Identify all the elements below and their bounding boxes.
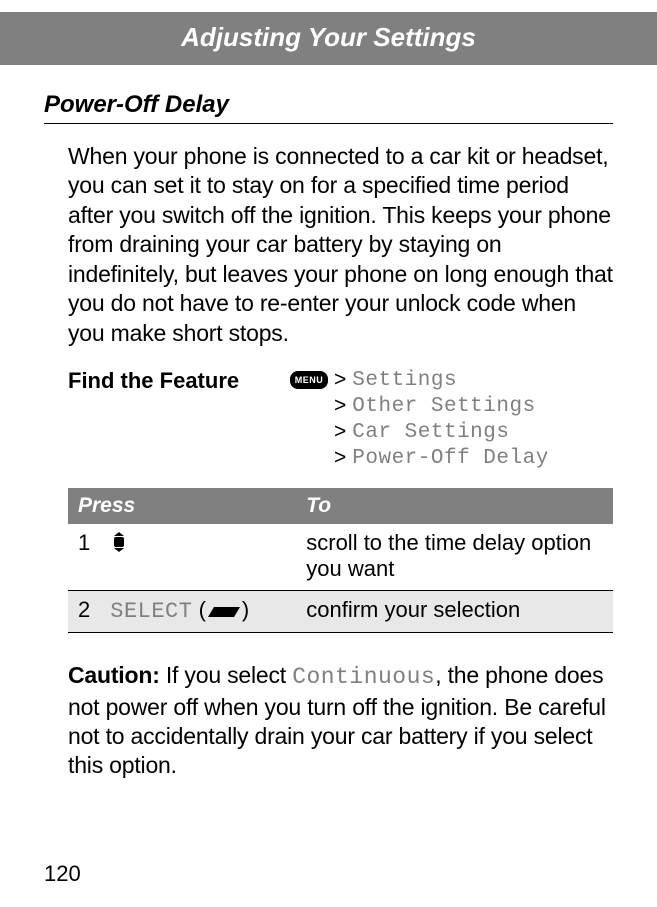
caution-label: Caution:: [68, 662, 160, 688]
to-cell: confirm your selection: [296, 591, 613, 633]
gt-icon: >: [334, 446, 346, 470]
intro-paragraph: When your phone is connected to a car ki…: [68, 142, 613, 348]
chapter-header: Adjusting Your Settings: [0, 12, 657, 65]
page-number: 120: [44, 861, 81, 887]
caution-code: Continuous: [292, 664, 435, 690]
steps-table: Press To 1 scroll to the time delay opti…: [68, 488, 613, 633]
table-row: 2 SELECT () confirm your selection: [68, 591, 613, 633]
page-content: Power-Off Delay When your phone is conne…: [0, 91, 657, 781]
col-to: To: [296, 488, 613, 524]
to-cell: scroll to the time delay option you want: [296, 524, 613, 591]
chapter-title: Adjusting Your Settings: [181, 22, 476, 52]
path-other-settings: Other Settings: [352, 395, 535, 418]
menu-path: MENU > Settings > Other Settings > Car S…: [290, 368, 549, 472]
col-press: Press: [68, 488, 296, 524]
press-cell: SELECT (): [100, 591, 296, 633]
caution-paragraph: Caution: If you select Continuous, the p…: [68, 661, 613, 781]
menu-path-line-1: MENU > Settings: [290, 368, 549, 392]
path-car-settings: Car Settings: [352, 421, 509, 444]
paren-close: ): [242, 597, 249, 622]
step-number: 1: [68, 524, 100, 591]
table-row: 1 scroll to the time delay option you wa…: [68, 524, 613, 591]
press-cell: [100, 524, 296, 591]
path-settings: Settings: [352, 369, 457, 392]
gt-icon: >: [334, 368, 346, 392]
find-feature-block: Find the Feature MENU > Settings > Other…: [68, 368, 613, 472]
select-label: SELECT: [110, 599, 192, 624]
step-number: 2: [68, 591, 100, 633]
menu-key-icon: MENU: [290, 371, 328, 389]
find-feature-label: Find the Feature: [68, 368, 290, 394]
softkey-icon: [206, 599, 242, 625]
table-header-row: Press To: [68, 488, 613, 524]
menu-path-line-3: > Car Settings: [334, 420, 549, 444]
paren-open: (: [192, 597, 205, 622]
nav-key-icon: [110, 532, 128, 552]
gt-icon: >: [334, 394, 346, 418]
menu-path-line-2: > Other Settings: [334, 394, 549, 418]
menu-path-line-4: > Power-Off Delay: [334, 446, 549, 470]
path-power-off-delay: Power-Off Delay: [352, 447, 549, 470]
gt-icon: >: [334, 420, 346, 444]
section-title: Power-Off Delay: [44, 91, 613, 124]
caution-pre: If you select: [160, 662, 293, 688]
